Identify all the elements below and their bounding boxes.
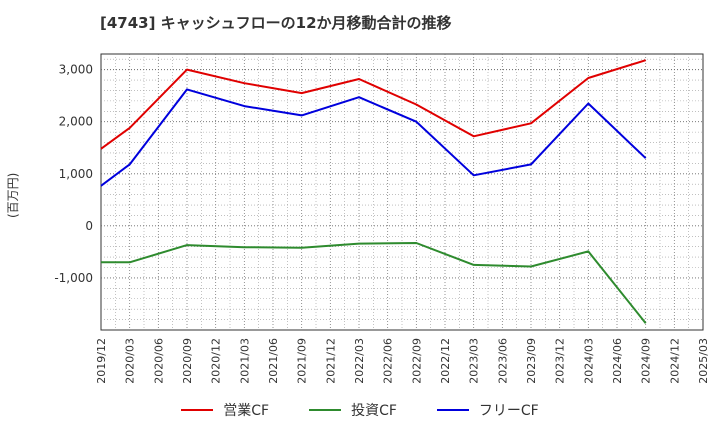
legend-item-operating-cf: 営業CF [181,400,269,420]
x-tick-label: 2019/12 [95,338,108,384]
x-tick-label: 2024/03 [582,338,595,384]
axes: -1,000 0 1,000 2,000 3,000 2019/12 2020/03 2020… [54,63,710,384]
y-tick-label: 0 [85,219,93,233]
y-tick-label: 3,000 [59,63,93,77]
x-tick-label: 2025/03 [697,338,710,384]
x-tick-label: 2021/09 [296,338,309,384]
y-tick-label: 2,000 [59,115,93,129]
x-tick-label: 2024/06 [611,338,624,384]
x-tick-label: 2023/03 [468,338,481,384]
x-tick-label: 2020/09 [181,338,194,384]
x-tick-label: 2020/06 [152,338,165,384]
legend-item-investing-cf: 投資CF [309,400,397,420]
x-tick-label: 2023/09 [525,338,538,384]
series-line-2 [100,88,647,187]
x-tick-label: 2022/09 [410,338,423,384]
legend-swatch [181,409,214,411]
y-tick-label: 1,000 [59,167,93,181]
legend-label: フリーCF [478,403,539,419]
x-tick-label: 2024/12 [668,338,681,384]
legend-swatch [436,409,469,411]
legend: 営業CF 投資CF フリーCF [0,400,720,420]
x-tick-label: 2021/12 [324,338,337,384]
series-line-0 [100,59,646,150]
x-tick-label: 2021/06 [267,338,280,384]
legend-swatch [309,409,342,411]
y-tick-label: -1,000 [54,271,93,285]
x-tick-label: 2024/09 [640,338,653,384]
x-tick-label: 2022/06 [382,338,395,384]
legend-item-free-cf: フリーCF [436,400,539,420]
x-tick-label: 2021/03 [238,338,251,384]
series-lines [100,59,647,324]
x-tick-label: 2020/12 [210,338,223,384]
x-tick-label: 2022/03 [353,338,366,384]
x-tick-label: 2022/12 [439,338,452,384]
legend-label: 投資CF [351,403,397,419]
chart-title: [4743] キャッシュフローの12か月移動合計の推移 [100,14,452,32]
legend-label: 営業CF [223,403,270,419]
x-tick-label: 2023/12 [554,338,567,384]
x-tick-label: 2020/03 [124,338,137,384]
series-line-1 [101,242,647,324]
grid [100,53,704,331]
x-tick-label: 2023/06 [496,338,509,384]
